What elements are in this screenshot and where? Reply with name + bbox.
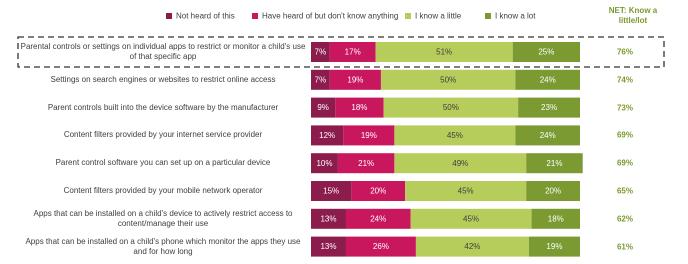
value-label: 18% [351, 103, 367, 112]
bar-segment [311, 42, 330, 62]
value-label: 42% [464, 242, 480, 251]
bar-segment [329, 42, 376, 62]
net-value: 61% [616, 242, 633, 252]
value-label: 20% [545, 187, 561, 196]
bar-segment [311, 153, 338, 174]
net-value: 65% [616, 186, 633, 196]
bar-segment [337, 153, 395, 174]
bar-segment [345, 236, 416, 257]
bar-segment [335, 97, 384, 118]
net-value: 69% [616, 158, 633, 168]
category-label: Settings on search engines or websites t… [50, 74, 276, 84]
value-label: 25% [538, 48, 554, 57]
value-label: 10% [316, 159, 332, 168]
value-label: 24% [540, 131, 556, 140]
bar-segment [380, 69, 516, 90]
category-label: Content filters provided by your interne… [63, 130, 263, 140]
value-label: 45% [463, 214, 479, 223]
bar-segment [329, 69, 381, 90]
value-label: 19% [546, 242, 562, 251]
value-label: 19% [347, 75, 363, 84]
bar-segment [518, 97, 580, 118]
bar-segment [526, 153, 583, 174]
net-value: 62% [616, 214, 633, 224]
legend-label: I know a lot [495, 12, 536, 21]
net-value: 69% [616, 130, 633, 140]
category-label: Parent control software you can set up o… [55, 158, 271, 168]
highlight-box [17, 36, 665, 68]
category-label: Parent controls built into the device so… [47, 102, 279, 112]
value-label: 49% [452, 159, 468, 168]
bar-segment [311, 236, 346, 257]
net-value: 74% [616, 75, 633, 85]
value-label: 21% [358, 159, 374, 168]
legend-label: Have heard of but don't know anything [262, 12, 398, 21]
category-label: Parental controls or settings on individ… [20, 42, 306, 61]
bar-segment [311, 97, 336, 118]
legend-label: I know a little [415, 12, 462, 21]
value-label: 51% [436, 48, 452, 57]
value-label: 7% [315, 75, 327, 84]
bar-segment [351, 181, 406, 201]
value-label: 12% [319, 131, 335, 140]
net-value: 73% [616, 103, 633, 113]
value-label: 26% [373, 242, 389, 251]
bar-segment [311, 69, 330, 90]
bar-segment [512, 42, 580, 62]
bar-segment [394, 125, 516, 146]
bar-segment [311, 125, 344, 146]
legend-swatch [166, 13, 172, 19]
net-value: 76% [616, 47, 633, 57]
legend-swatch [405, 13, 411, 19]
value-label: 45% [458, 187, 474, 196]
value-label: 9% [317, 103, 329, 112]
bar-segment [383, 97, 519, 118]
bar-segment [311, 181, 352, 201]
bar-segment [515, 69, 580, 90]
bar-segment [375, 42, 513, 62]
bar-segment [345, 208, 411, 229]
value-label: 20% [370, 187, 386, 196]
value-label: 24% [540, 75, 556, 84]
value-label: 45% [447, 131, 463, 140]
bar-segment [311, 208, 346, 229]
bar-segment [531, 208, 580, 229]
bar-segment [405, 181, 527, 201]
bar-segment [415, 236, 529, 257]
value-label: 50% [440, 75, 456, 84]
value-label: 19% [361, 131, 377, 140]
legend-swatch [485, 13, 491, 19]
value-label: 18% [548, 214, 564, 223]
bar-segment [528, 236, 580, 257]
value-label: 23% [541, 103, 557, 112]
bar-segment [526, 181, 580, 201]
value-label: 7% [315, 48, 327, 57]
value-label: 13% [320, 214, 336, 223]
value-label: 24% [370, 214, 386, 223]
legend-swatch [252, 13, 258, 19]
bar-segment [410, 208, 532, 229]
category-label: Apps that can be installed on a child's … [25, 236, 301, 256]
value-label: 50% [443, 103, 459, 112]
category-label: Content filters provided by your mobile … [63, 186, 263, 195]
value-label: 17% [345, 48, 361, 57]
legend-label: Not heard of this [176, 12, 235, 21]
value-label: 13% [320, 242, 336, 251]
category-label: Apps that can be installed on a child's … [33, 208, 293, 228]
net-title: NET: Know a little/lot [608, 6, 658, 25]
bar-segment [515, 125, 580, 146]
value-label: 15% [323, 187, 339, 196]
value-label: 21% [546, 159, 562, 168]
bar-segment [394, 153, 527, 174]
bar-segment [343, 125, 395, 146]
